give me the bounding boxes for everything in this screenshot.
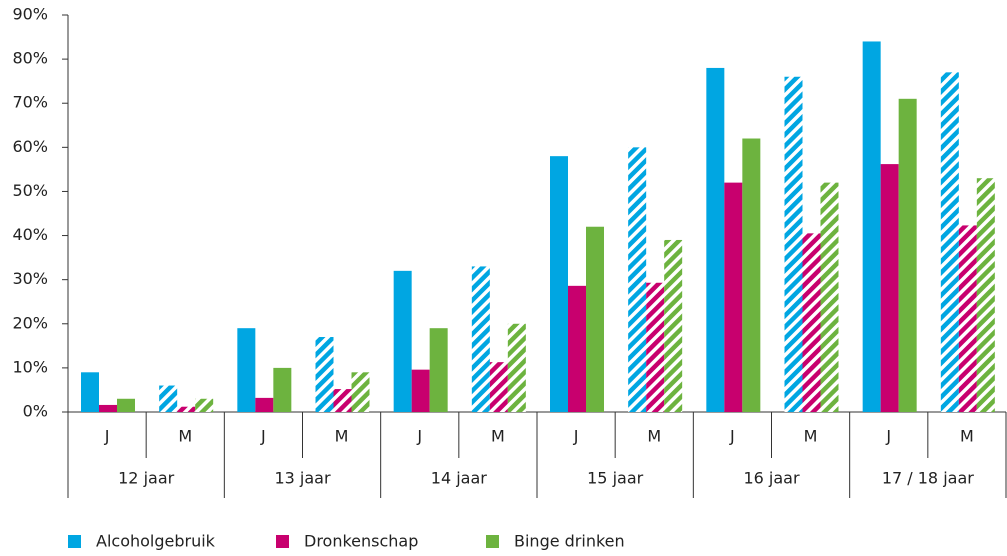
legend-swatch bbox=[276, 535, 289, 548]
bar bbox=[568, 285, 586, 412]
bar bbox=[471, 266, 490, 412]
x-tick-label: M bbox=[178, 427, 192, 446]
group-label: 13 jaar bbox=[274, 469, 331, 488]
x-tick-label: J bbox=[729, 427, 735, 446]
bar bbox=[195, 398, 214, 412]
bar bbox=[586, 226, 604, 412]
y-tick-label: 70% bbox=[12, 93, 48, 112]
bar bbox=[706, 67, 725, 412]
legend-label: Binge drinken bbox=[514, 532, 625, 551]
x-tick-label: J bbox=[573, 427, 579, 446]
bar bbox=[177, 406, 196, 412]
x-tick-label: M bbox=[491, 427, 505, 446]
bar bbox=[862, 41, 881, 412]
bar bbox=[802, 233, 821, 412]
group-label: 12 jaar bbox=[118, 469, 175, 488]
group-label: 17 / 18 jaar bbox=[882, 469, 974, 488]
bar bbox=[429, 328, 448, 412]
bar bbox=[976, 178, 995, 412]
bar bbox=[117, 398, 135, 412]
y-tick-label: 40% bbox=[12, 225, 48, 244]
bar bbox=[880, 164, 899, 412]
group-label: 16 jaar bbox=[743, 469, 800, 488]
bar bbox=[820, 182, 839, 412]
bar bbox=[550, 156, 568, 412]
bar bbox=[273, 367, 292, 412]
y-tick-label: 30% bbox=[12, 269, 48, 288]
x-tick-label: J bbox=[416, 427, 422, 446]
x-tick-label: M bbox=[647, 427, 661, 446]
bar bbox=[159, 385, 178, 412]
y-tick-label: 20% bbox=[12, 313, 48, 332]
legend-label: Alcoholgebruik bbox=[96, 532, 216, 551]
y-tick-label: 90% bbox=[12, 5, 48, 24]
bar bbox=[898, 98, 917, 413]
bar bbox=[351, 372, 370, 412]
bar bbox=[507, 323, 526, 412]
legend-label: Dronkenschap bbox=[304, 532, 418, 551]
y-tick-label: 80% bbox=[12, 49, 48, 68]
bar bbox=[333, 389, 352, 412]
bar bbox=[237, 328, 256, 412]
bar bbox=[489, 362, 508, 412]
x-tick-label: M bbox=[960, 427, 974, 446]
y-tick-label: 50% bbox=[12, 181, 48, 200]
y-tick-label: 10% bbox=[12, 357, 48, 376]
y-tick-label: 0% bbox=[23, 402, 48, 421]
bar bbox=[99, 404, 117, 412]
bar bbox=[628, 147, 647, 413]
bar bbox=[393, 270, 412, 412]
group-label: 15 jaar bbox=[587, 469, 644, 488]
group-label: 14 jaar bbox=[431, 469, 488, 488]
bar bbox=[664, 239, 683, 412]
x-tick-label: J bbox=[104, 427, 110, 446]
x-tick-label: M bbox=[804, 427, 818, 446]
bar bbox=[940, 72, 959, 412]
legend-swatch bbox=[68, 535, 81, 548]
bar bbox=[411, 369, 430, 412]
bar bbox=[724, 182, 743, 412]
bar bbox=[958, 225, 977, 412]
bar bbox=[81, 372, 99, 412]
bar bbox=[742, 138, 761, 412]
x-tick-label: J bbox=[885, 427, 891, 446]
legend-swatch bbox=[486, 535, 499, 548]
x-tick-label: M bbox=[335, 427, 349, 446]
bar bbox=[646, 282, 665, 412]
bar bbox=[315, 337, 334, 412]
bar bbox=[784, 76, 803, 412]
y-tick-label: 60% bbox=[12, 137, 48, 156]
bar bbox=[255, 397, 274, 412]
x-tick-label: J bbox=[260, 427, 266, 446]
